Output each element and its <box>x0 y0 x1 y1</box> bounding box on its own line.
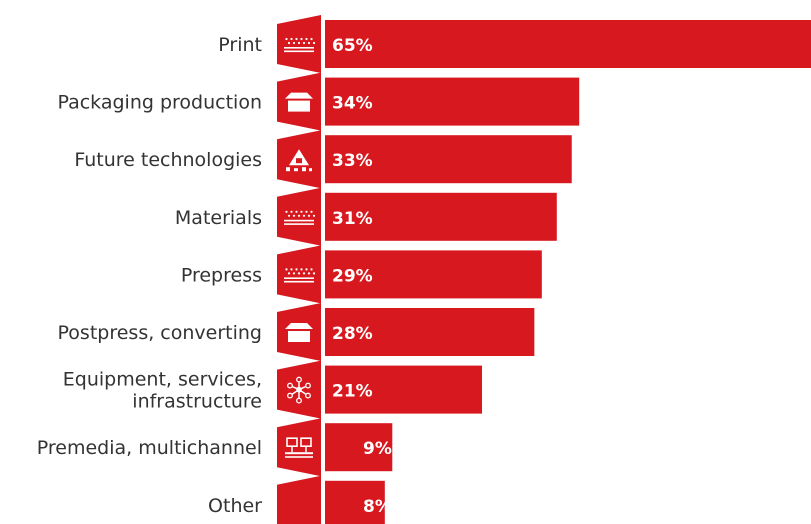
bar <box>325 308 535 356</box>
icon-badge <box>277 418 321 477</box>
bar-row-premedia-multichannel: Premedia, multichannel 9% <box>37 418 393 477</box>
network-icon <box>287 376 311 404</box>
chart-rows: Print 65% Packaging production 34% Future te… <box>37 15 811 524</box>
bar-row-prepress: Prepress 29% <box>181 245 542 304</box>
bar <box>325 480 385 524</box>
bar <box>325 423 393 472</box>
value-label: 31% <box>332 209 373 229</box>
bar-row-other: Other 8% <box>208 475 392 524</box>
icon-badge <box>277 475 321 524</box>
value-label: 34% <box>332 94 373 114</box>
future-technologies-icon <box>286 149 312 172</box>
category-label: Print <box>218 34 262 56</box>
value-label: 21% <box>332 382 373 402</box>
postpress-icon <box>285 323 313 342</box>
premedia-icon <box>285 437 313 458</box>
bar-row-print: Print 65% <box>218 15 811 73</box>
print-icon <box>284 37 316 53</box>
category-label: Other <box>208 495 262 517</box>
category-label: Materials <box>175 207 262 229</box>
bar-row-postpress-converting: Postpress, converting 28% <box>58 303 535 361</box>
value-label: 9% <box>363 439 392 459</box>
package-icon <box>285 92 313 112</box>
category-label: Equipment, services, <box>63 369 262 391</box>
bar <box>325 250 542 299</box>
materials-icon <box>284 210 316 225</box>
bar-row-equipment-services-infrastructure: Equipment, services,infrastructure 21% <box>63 360 483 419</box>
bar <box>325 192 557 241</box>
bar <box>325 77 580 126</box>
bar-row-packaging-production: Packaging production 34% <box>57 72 580 131</box>
value-label: 65% <box>332 36 373 56</box>
bar <box>325 135 572 184</box>
prepress-icon <box>284 268 316 283</box>
bar <box>325 365 483 414</box>
category-label: infrastructure <box>132 391 262 413</box>
category-label: Packaging production <box>57 92 262 114</box>
category-label: Future technologies <box>74 149 262 171</box>
value-label: 8% <box>363 497 392 517</box>
value-label: 28% <box>332 324 373 344</box>
value-label: 33% <box>332 151 373 171</box>
bar <box>325 20 811 68</box>
category-label: Premedia, multichannel <box>37 437 262 459</box>
category-label: Postpress, converting <box>58 322 262 344</box>
category-label: Prepress <box>181 264 262 286</box>
bar-row-future-technologies: Future technologies 33% <box>74 130 572 189</box>
value-label: 29% <box>332 266 373 286</box>
bar-row-materials: Materials 31% <box>175 187 557 246</box>
